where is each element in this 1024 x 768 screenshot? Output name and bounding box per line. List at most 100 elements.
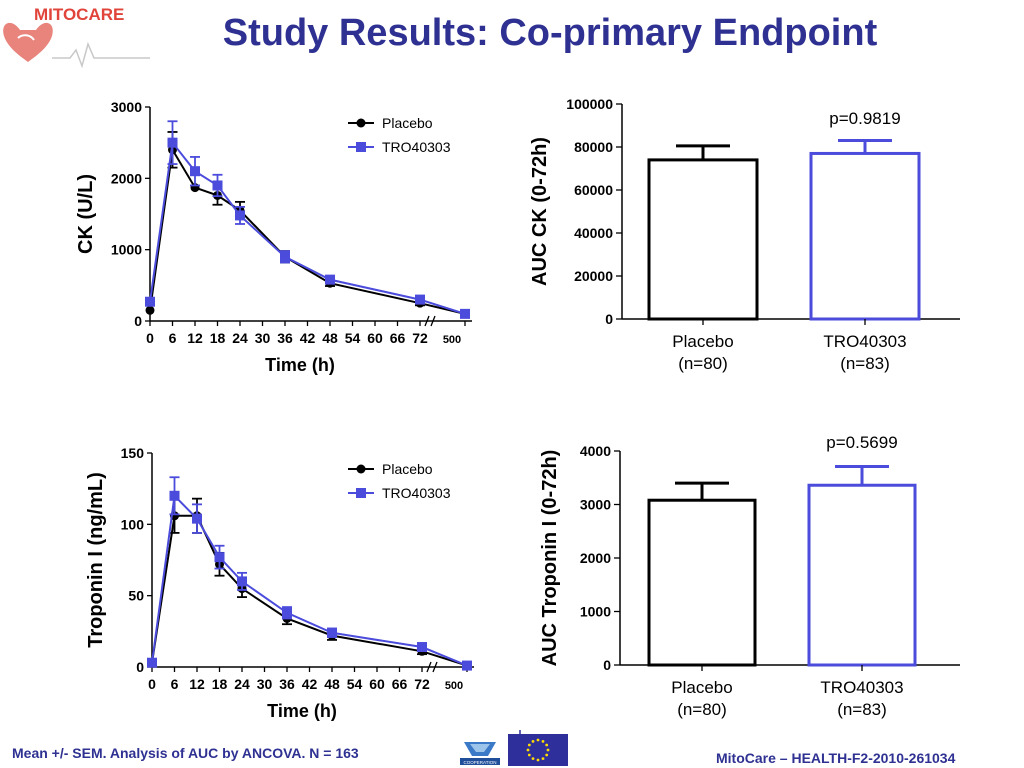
axis-break-mark <box>424 315 430 327</box>
data-point <box>415 294 425 305</box>
bar <box>647 158 759 321</box>
data-point <box>325 274 335 285</box>
heart-logo-icon <box>3 22 53 63</box>
y-tick-label: 100000 <box>566 96 613 112</box>
y-tick-label: 4000 <box>580 443 611 459</box>
x-tick-label: 24 <box>234 676 250 692</box>
y-tick-label: 2000 <box>111 170 142 186</box>
cooperation-logo-icon <box>460 742 500 765</box>
y-tick-label: 100 <box>121 516 145 532</box>
p-value-annotation: p=0.9819 <box>829 109 900 128</box>
legend-label: Placebo <box>382 461 433 477</box>
x-tick-label: 0 <box>148 676 156 692</box>
eu-star <box>531 757 535 761</box>
p-value-annotation: p=0.5699 <box>826 433 897 452</box>
ecg-line-icon <box>52 41 150 69</box>
data-point <box>327 627 337 638</box>
eu-star <box>526 748 530 752</box>
y-tick-label: 0 <box>134 313 142 329</box>
data-point <box>192 513 202 524</box>
cooperation-label: COOPERATION <box>464 760 497 765</box>
data-point <box>145 296 155 307</box>
data-point <box>214 552 225 563</box>
y-tick-label: 20000 <box>574 268 613 284</box>
category-label: TRO40303 <box>820 678 903 697</box>
y-tick-label: 1000 <box>111 242 142 258</box>
x-tick-label: 48 <box>322 330 338 346</box>
category-label: Placebo <box>672 332 733 351</box>
x-tick-label: 36 <box>277 330 293 346</box>
data-point <box>147 657 157 668</box>
x-tick-label: 66 <box>390 330 406 346</box>
category-n-label: (n=80) <box>677 700 727 719</box>
y-tick-label: 0 <box>136 659 144 675</box>
x-tick-label: 54 <box>347 676 363 692</box>
category-label: TRO40303 <box>823 332 906 351</box>
axis-break-mark <box>426 661 432 673</box>
troponin-auc-bar-chart: 0 1000 2000 3000 4000 AUC Troponin I (0-72h) P… <box>539 433 960 719</box>
y-tick-label: 0 <box>605 311 613 327</box>
mitocare-logo: MITOCARE <box>3 5 150 69</box>
x-axis-label: Time (h) <box>267 701 337 721</box>
y-tick-label: 0 <box>603 657 611 673</box>
y-tick-label: 50 <box>128 588 144 604</box>
x-tick-label: 30 <box>255 330 271 346</box>
x-tick-label: 12 <box>189 676 205 692</box>
x-tick-label: 36 <box>279 676 295 692</box>
data-point <box>212 180 223 191</box>
category-n-label: (n=83) <box>840 354 890 373</box>
data-point <box>282 607 292 618</box>
category-label: Placebo <box>671 678 732 697</box>
x-tick-label: 500 <box>445 680 463 692</box>
legend-marker <box>356 142 366 152</box>
data-point <box>417 642 427 653</box>
x-tick-label: 42 <box>300 330 316 346</box>
footer-note: Mean +/- SEM. Analysis of AUC by ANCOVA.… <box>12 745 359 761</box>
legend-marker <box>356 464 366 474</box>
bar <box>807 483 917 667</box>
data-point <box>235 210 245 221</box>
x-tick-label: 66 <box>392 676 408 692</box>
legend-label: TRO40303 <box>382 485 451 501</box>
eu-star <box>536 738 540 742</box>
x-tick-label: 60 <box>367 330 383 346</box>
data-point <box>169 490 180 501</box>
category-n-label: (n=80) <box>678 354 728 373</box>
cooperation-logo: COOPERATION <box>460 742 500 765</box>
y-tick-label: 80000 <box>574 139 613 155</box>
x-tick-label: 48 <box>324 676 340 692</box>
y-tick-label: 2000 <box>580 550 611 566</box>
data-point <box>167 137 178 148</box>
eu-star <box>536 758 540 762</box>
logo-text: MITOCARE <box>34 5 124 24</box>
x-tick-label: 30 <box>257 676 273 692</box>
legend-label: TRO40303 <box>382 139 451 155</box>
y-axis-label: AUC Troponin I (0-72h) <box>539 450 561 667</box>
eu-star <box>527 753 531 757</box>
x-tick-label: 42 <box>302 676 318 692</box>
eu-star <box>541 739 545 743</box>
x-tick-label: 6 <box>169 330 177 346</box>
axis-break-mark <box>432 661 438 673</box>
y-tick-label: 40000 <box>574 225 613 241</box>
page-title: Study Results: Co-primary Endpoint <box>222 12 878 54</box>
y-tick-label: 3000 <box>111 99 142 115</box>
y-tick-label: 3000 <box>580 497 611 513</box>
eu-star <box>545 753 549 757</box>
data-point <box>145 305 155 315</box>
data-point <box>462 660 472 671</box>
x-tick-label: 54 <box>345 330 361 346</box>
eu-star <box>541 757 545 761</box>
legend-marker <box>356 118 366 128</box>
legend-marker <box>356 488 366 498</box>
x-tick-label: 72 <box>412 330 428 346</box>
data-point <box>190 166 200 177</box>
bar <box>647 498 757 667</box>
eu-star <box>531 739 535 743</box>
x-tick-label: 72 <box>414 676 430 692</box>
x-tick-label: 6 <box>171 676 179 692</box>
x-tick-label: 24 <box>232 330 248 346</box>
x-tick-label: 18 <box>212 676 228 692</box>
x-axis-label: Time (h) <box>265 355 335 375</box>
